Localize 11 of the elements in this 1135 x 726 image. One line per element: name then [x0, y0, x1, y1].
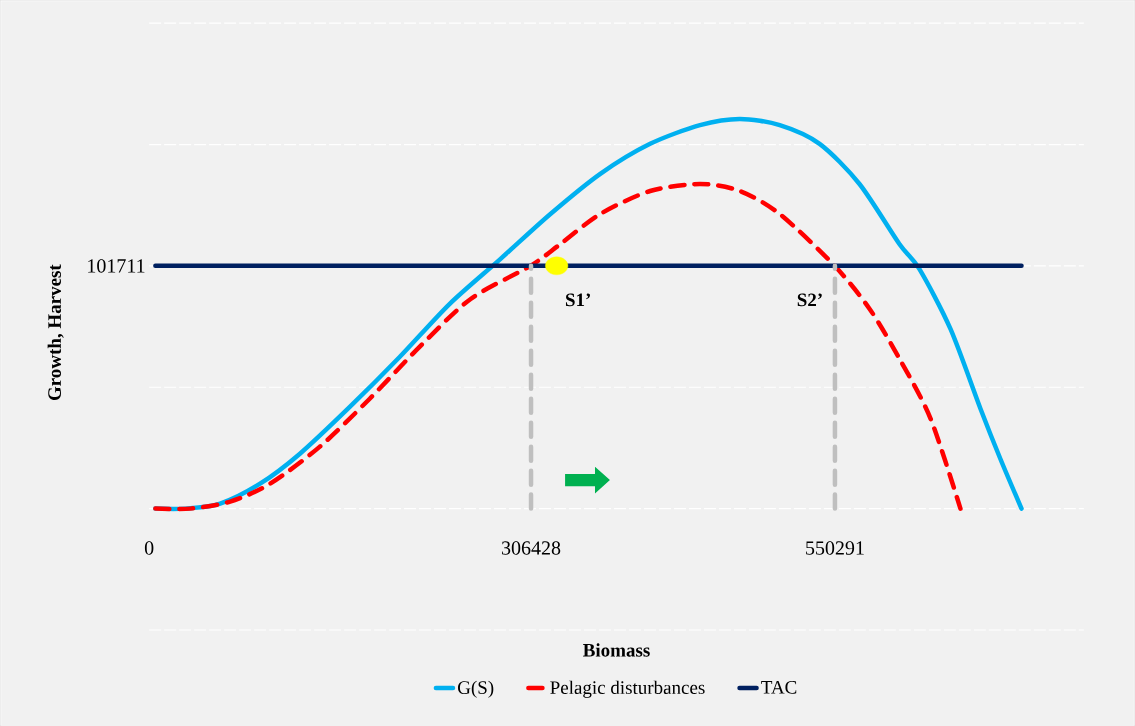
x-axis-title: Biomass	[583, 643, 650, 657]
annotation: S1’	[565, 293, 590, 307]
text: 101711	[88, 259, 145, 273]
x-tick-label: 550291	[806, 541, 864, 555]
y-axis-title: Growth, Harvest	[47, 264, 64, 401]
x-tick-label: 0	[144, 541, 154, 555]
legend-label: G(S)	[458, 680, 494, 698]
x-tick-label: 306428	[502, 541, 561, 555]
legend-label: TAC	[761, 680, 797, 694]
annotation: S2’	[797, 293, 822, 307]
legend-label: Pelagic disturbances	[550, 680, 705, 698]
